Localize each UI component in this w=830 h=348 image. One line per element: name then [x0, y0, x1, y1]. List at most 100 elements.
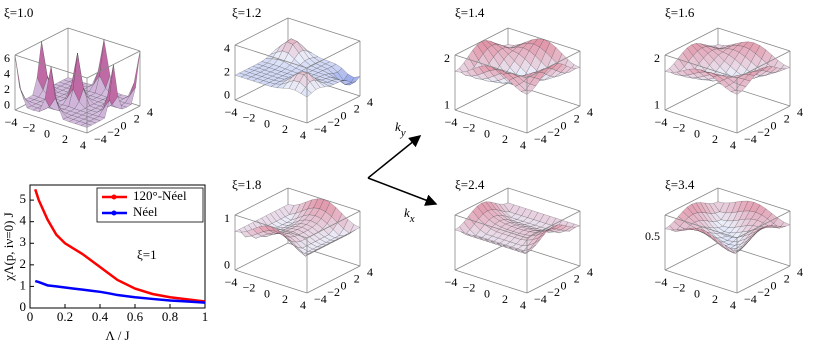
box-edge — [717, 187, 791, 212]
ky-tick-label: −2 — [327, 285, 340, 299]
box-edge — [454, 82, 509, 111]
kx-tick-label: −2 — [673, 281, 686, 295]
surface-cell — [300, 87, 312, 98]
kx-tick-label: 2 — [282, 122, 288, 136]
kx-tick-label: 0 — [264, 286, 270, 300]
box-edge — [736, 105, 791, 134]
box-edge — [454, 187, 509, 216]
kx-tick-label: −2 — [23, 121, 36, 135]
ky-tick-label: 4 — [797, 105, 803, 119]
series-line — [34, 279, 206, 304]
panel-label: ξ=3.4 — [665, 177, 695, 192]
annotation: ξ=1 — [137, 247, 157, 262]
box-edge — [664, 82, 719, 111]
kx-tick-label: 0 — [694, 126, 700, 140]
y-tick-label: 0 — [20, 299, 27, 314]
surface-panel: ξ=2.4−4 −2 0 2 4 −4 −2 0 2 4 — [445, 177, 593, 312]
series-line — [34, 188, 206, 303]
kx-tick-label: −4 — [5, 115, 18, 129]
x-tick-label: 0.6 — [127, 309, 144, 324]
box-edge — [234, 187, 289, 216]
ky-tick-label: 0 — [121, 118, 127, 132]
kx-label: kx — [404, 205, 415, 225]
box-edge — [664, 214, 738, 239]
z-tick-label: 2 — [4, 82, 10, 96]
surface-panel: ξ=1.8−4 −2 0 2 4 −4 −2 0 2 401 — [224, 177, 373, 312]
y-tick-label: 1 — [20, 277, 27, 292]
box-edge — [14, 109, 88, 134]
box-edge — [306, 265, 361, 294]
ky-tick-label: −2 — [107, 125, 120, 139]
kx-base: k — [404, 205, 410, 220]
ky-tick-label: 0 — [561, 118, 567, 132]
kx-tick-label: 4 — [300, 298, 306, 312]
box-edge — [306, 210, 361, 239]
ky-sub: y — [400, 127, 406, 139]
surface-panel: ξ=3.4−4 −2 0 2 4 −4 −2 0 2 40.5 — [645, 177, 803, 312]
box-edge — [526, 50, 581, 79]
z-tick-label: 2 — [224, 64, 230, 78]
y-tick-label: 3 — [20, 234, 27, 249]
surface-cell — [14, 54, 26, 100]
ky-tick-label: −2 — [547, 285, 560, 299]
ky-tick-label: −4 — [534, 132, 547, 146]
panel-label: ξ=1.8 — [232, 177, 261, 192]
x-tick-label: 0.4 — [92, 309, 109, 324]
kx-tick-label: 4 — [730, 298, 736, 312]
kx-tick-label: 4 — [80, 138, 86, 152]
kx-tick-label: 2 — [712, 292, 718, 306]
x-tick-label: 0 — [27, 309, 34, 324]
kx-tick-label: 2 — [502, 292, 508, 306]
ky-base: k — [395, 119, 401, 134]
ky-tick-label: −4 — [744, 132, 757, 146]
surface-cell — [730, 248, 742, 254]
ky-tick-label: −2 — [547, 125, 560, 139]
z-tick-label: 2 — [444, 51, 450, 65]
kx-sub: x — [409, 213, 415, 225]
kx-tick-label: 2 — [502, 132, 508, 146]
z-tick-label: 6 — [4, 51, 10, 65]
box-edge — [14, 54, 88, 79]
kx-tick-label: −4 — [445, 275, 458, 289]
surface-panel: ξ=1.6−4 −2 0 2 4 −4 −2 0 2 412 — [654, 5, 803, 152]
y-axis-label: χΛ(p, iν=0) J — [1, 212, 16, 282]
box-edge — [664, 109, 738, 134]
z-tick-label: 4 — [224, 41, 230, 55]
panel-label: ξ=1.0 — [4, 5, 33, 20]
surface-panel: ξ=1.4−4 −2 0 2 4 −4 −2 0 2 412 — [444, 5, 593, 152]
box-edge — [526, 105, 581, 134]
ky-tick-label: 0 — [341, 278, 347, 292]
z-tick-label: 0.5 — [645, 229, 660, 243]
kx-tick-label: 0 — [484, 286, 490, 300]
box-edge — [526, 265, 581, 294]
legend-marker — [111, 194, 117, 200]
kx-tick-label: −4 — [225, 105, 238, 119]
ky-tick-label: 2 — [134, 112, 140, 126]
kx-tick-label: −2 — [243, 111, 256, 125]
box-edge — [86, 50, 141, 79]
box-edge — [664, 54, 738, 79]
kx-tick-label: −4 — [655, 275, 668, 289]
y-tick-label: 2 — [20, 256, 27, 271]
box-edge — [664, 269, 738, 294]
box-edge — [736, 50, 791, 79]
box-edge — [306, 40, 361, 69]
box-edge — [234, 17, 289, 46]
ky-tick-label: −4 — [744, 292, 757, 306]
kx-tick-label: 0 — [264, 116, 270, 130]
box-edge — [234, 214, 308, 239]
box-edge — [454, 242, 509, 271]
kx-tick-label: −2 — [243, 281, 256, 295]
ky-tick-label: 2 — [784, 112, 790, 126]
kx-tick-label: 2 — [712, 132, 718, 146]
ky-tick-label: −2 — [757, 125, 770, 139]
ky-tick-label: −4 — [314, 292, 327, 306]
x-tick-label: 1 — [202, 309, 209, 324]
z-tick-label: 1 — [444, 97, 450, 111]
x-tick-label: 0.2 — [57, 309, 73, 324]
z-tick-label: 1 — [224, 211, 230, 225]
surface-cell — [300, 251, 312, 257]
kx-tick-label: −4 — [445, 115, 458, 129]
